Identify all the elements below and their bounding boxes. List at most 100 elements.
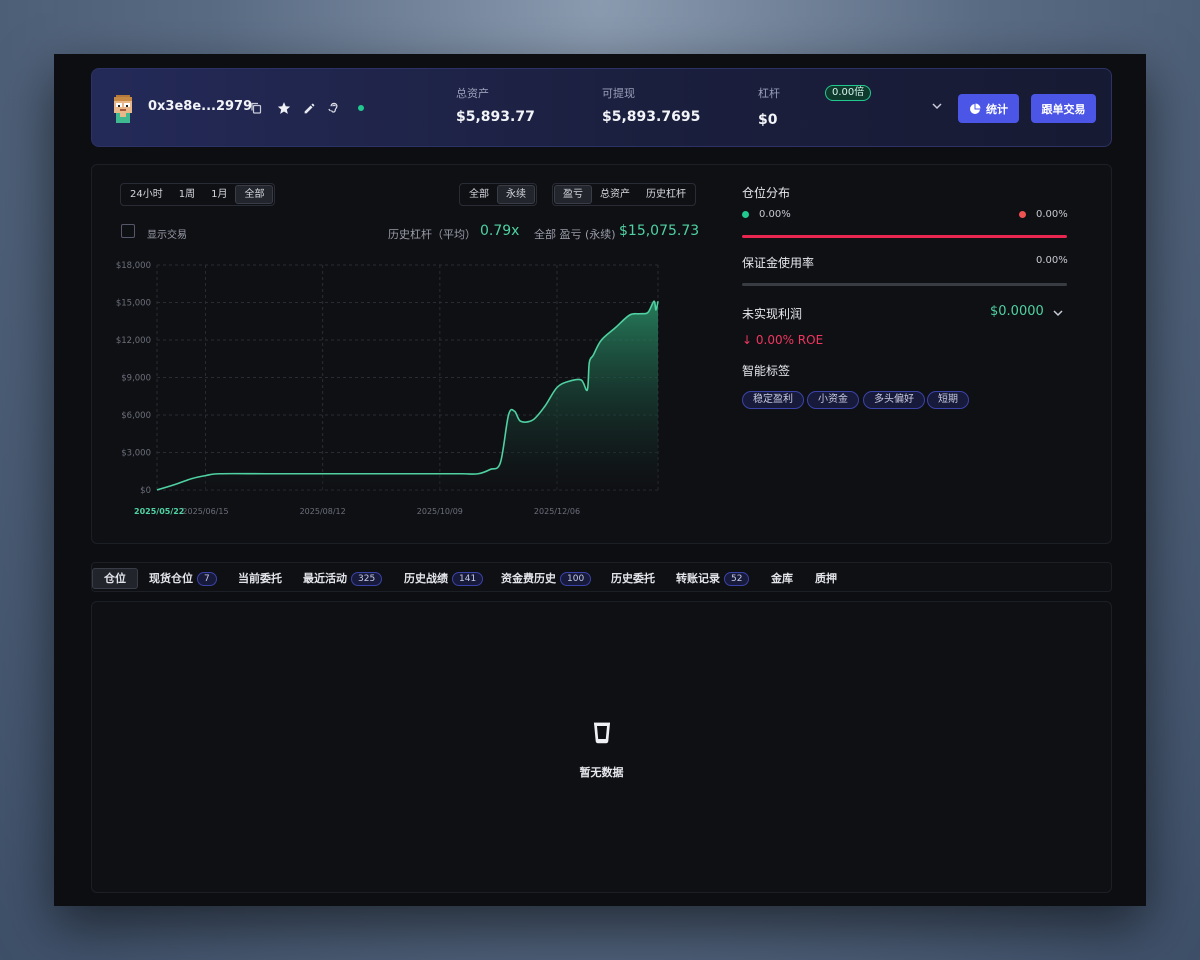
tab-label: 历史战绩 <box>404 572 448 585</box>
total-pnl-value: $15,075.73 <box>619 223 700 239</box>
tab-count-badge: 100 <box>560 572 592 586</box>
tab-item[interactable]: 质押 <box>815 568 837 589</box>
avg-leverage-label: 历史杠杆（平均） <box>388 228 476 241</box>
performance-panel: 24小时 1周 1月 全部 全部 永续 盈亏 总资产 历史杠杆 显示交易 历史杠… <box>91 164 1112 544</box>
tab-item[interactable]: 历史战绩 141 <box>404 568 484 589</box>
pnl-area <box>157 301 658 490</box>
y-tick-label: $0 <box>140 486 151 496</box>
tab-label: 转账记录 <box>676 572 720 585</box>
tab-item[interactable]: 转账记录 52 <box>676 568 750 589</box>
withdrawable-label: 可提现 <box>602 87 635 100</box>
metric-pnl[interactable]: 盈亏 <box>554 185 592 204</box>
metric-selector: 盈亏 总资产 历史杠杆 <box>552 183 696 206</box>
pnl-chart[interactable]: $18,000 $15,000 $12,000 $9,000 $6,000 $3,000 $… <box>112 257 692 522</box>
tab-label: 当前委托 <box>238 572 282 585</box>
x-tick-label: 2025/10/09 <box>417 507 463 516</box>
total-pnl-label: 全部 盈亏 (永续) <box>534 228 616 241</box>
star-icon[interactable] <box>276 100 292 116</box>
margin-usage-percent: 0.00% <box>1036 255 1068 266</box>
time-range-1m[interactable]: 1月 <box>211 189 228 200</box>
scope-selector: 全部 永续 <box>459 183 537 206</box>
hearing-icon[interactable] <box>326 100 342 116</box>
short-percent: 0.00% <box>1036 209 1068 220</box>
empty-cup-icon <box>594 722 610 744</box>
tab-label: 现货仓位 <box>149 572 193 585</box>
avg-leverage-value: 0.79x <box>480 223 520 239</box>
tab-label: 金库 <box>771 572 793 585</box>
tab-item[interactable]: 现货仓位 7 <box>149 568 217 589</box>
chevron-down-icon[interactable] <box>930 99 944 113</box>
records-content: 暂无数据 <box>91 601 1112 893</box>
tab-count-badge: 7 <box>197 572 217 586</box>
smart-tag: 多头偏好 <box>863 391 925 409</box>
app-window: 0x3e8e...2979 总资产 $5,893.77 可提现 $5,893.7… <box>54 54 1146 906</box>
tab-item[interactable]: 历史委托 <box>611 568 655 589</box>
tab-item[interactable]: 仓位 <box>92 568 138 589</box>
y-tick-label: $12,000 <box>116 336 151 346</box>
smart-tag: 短期 <box>927 391 969 409</box>
empty-state-text: 暂无数据 <box>579 766 624 779</box>
stats-button-label: 统计 <box>986 102 1008 116</box>
long-percent: 0.00% <box>759 209 791 220</box>
metric-total-assets[interactable]: 总资产 <box>600 189 630 200</box>
show-trades-label: 显示交易 <box>147 230 187 241</box>
tab-label: 资金费历史 <box>501 572 556 585</box>
total-assets-value: $5,893.77 <box>456 109 535 125</box>
tab-item[interactable]: 资金费历史 100 <box>501 568 592 589</box>
smart-tag: 稳定盈利 <box>742 391 804 409</box>
pie-chart-icon <box>970 103 981 114</box>
y-tick-label: $9,000 <box>121 374 151 384</box>
position-distribution-label: 仓位分布 <box>742 186 791 200</box>
unrealized-pnl-label: 未实现利润 <box>742 307 803 321</box>
tab-count-badge: 52 <box>724 572 750 586</box>
show-trades-checkbox[interactable] <box>121 224 135 238</box>
leverage-badge: 0.00倍 <box>825 85 872 101</box>
position-distribution-bar <box>742 235 1067 238</box>
tab-label: 仓位 <box>104 572 126 585</box>
tab-label: 最近活动 <box>303 572 347 585</box>
tab-count-badge: 325 <box>351 572 383 586</box>
copy-trade-button[interactable]: 跟单交易 <box>1031 94 1096 123</box>
wallet-address: 0x3e8e...2979 <box>148 99 253 114</box>
copy-icon[interactable] <box>248 100 264 116</box>
time-range-all[interactable]: 全部 <box>235 185 274 204</box>
long-dot <box>742 211 749 218</box>
scope-all[interactable]: 全部 <box>469 189 489 200</box>
unrealized-chevron-down-icon[interactable] <box>1051 306 1065 320</box>
edit-pencil-icon[interactable] <box>301 100 317 116</box>
short-dot <box>1019 211 1026 218</box>
time-range-selector: 24小时 1周 1月 全部 <box>120 183 276 206</box>
x-tick-label: 2025/12/06 <box>534 507 580 516</box>
y-tick-label: $6,000 <box>121 411 151 421</box>
leverage-value: $0 <box>758 112 778 128</box>
time-range-1w[interactable]: 1周 <box>178 189 196 200</box>
smart-tags-label: 智能标签 <box>742 364 791 378</box>
x-tick-label: 2025/06/15 <box>182 507 228 516</box>
x-tick-label: 2025/08/12 <box>300 507 346 516</box>
smart-tag: 小资金 <box>807 391 859 409</box>
account-header: 0x3e8e...2979 总资产 $5,893.77 可提现 $5,893.7… <box>91 68 1112 147</box>
scope-perp[interactable]: 永续 <box>497 185 535 204</box>
unrealized-pnl-value: $0.0000 <box>990 304 1044 319</box>
tab-item[interactable]: 当前委托 <box>238 568 282 589</box>
total-assets-label: 总资产 <box>456 87 489 100</box>
copy-trade-button-label: 跟单交易 <box>1041 102 1086 116</box>
roe-value: ↓ 0.00% ROE <box>742 333 824 347</box>
time-range-24h[interactable]: 24小时 <box>130 189 163 200</box>
records-tab-bar: 仓位 现货仓位 7 当前委托 最近活动 325 历史战绩 141 资金费历史 100 历史委托 转账记… <box>91 562 1112 592</box>
tab-item[interactable]: 最近活动 325 <box>303 568 383 589</box>
online-status-dot <box>358 105 364 111</box>
tab-label: 历史委托 <box>611 572 655 585</box>
metric-leverage-history[interactable]: 历史杠杆 <box>646 189 686 200</box>
withdrawable-value: $5,893.7695 <box>602 109 701 125</box>
margin-usage-bar <box>742 283 1067 286</box>
avatar <box>114 95 132 123</box>
y-tick-label: $18,000 <box>116 261 151 271</box>
pnl-line <box>156 300 659 491</box>
tab-count-badge: 141 <box>452 572 484 586</box>
tab-item[interactable]: 金库 <box>771 568 793 589</box>
y-tick-label: $15,000 <box>116 299 151 309</box>
y-tick-label: $3,000 <box>121 449 151 459</box>
stats-button[interactable]: 统计 <box>958 94 1019 123</box>
leverage-label: 杠杆 <box>758 87 780 100</box>
